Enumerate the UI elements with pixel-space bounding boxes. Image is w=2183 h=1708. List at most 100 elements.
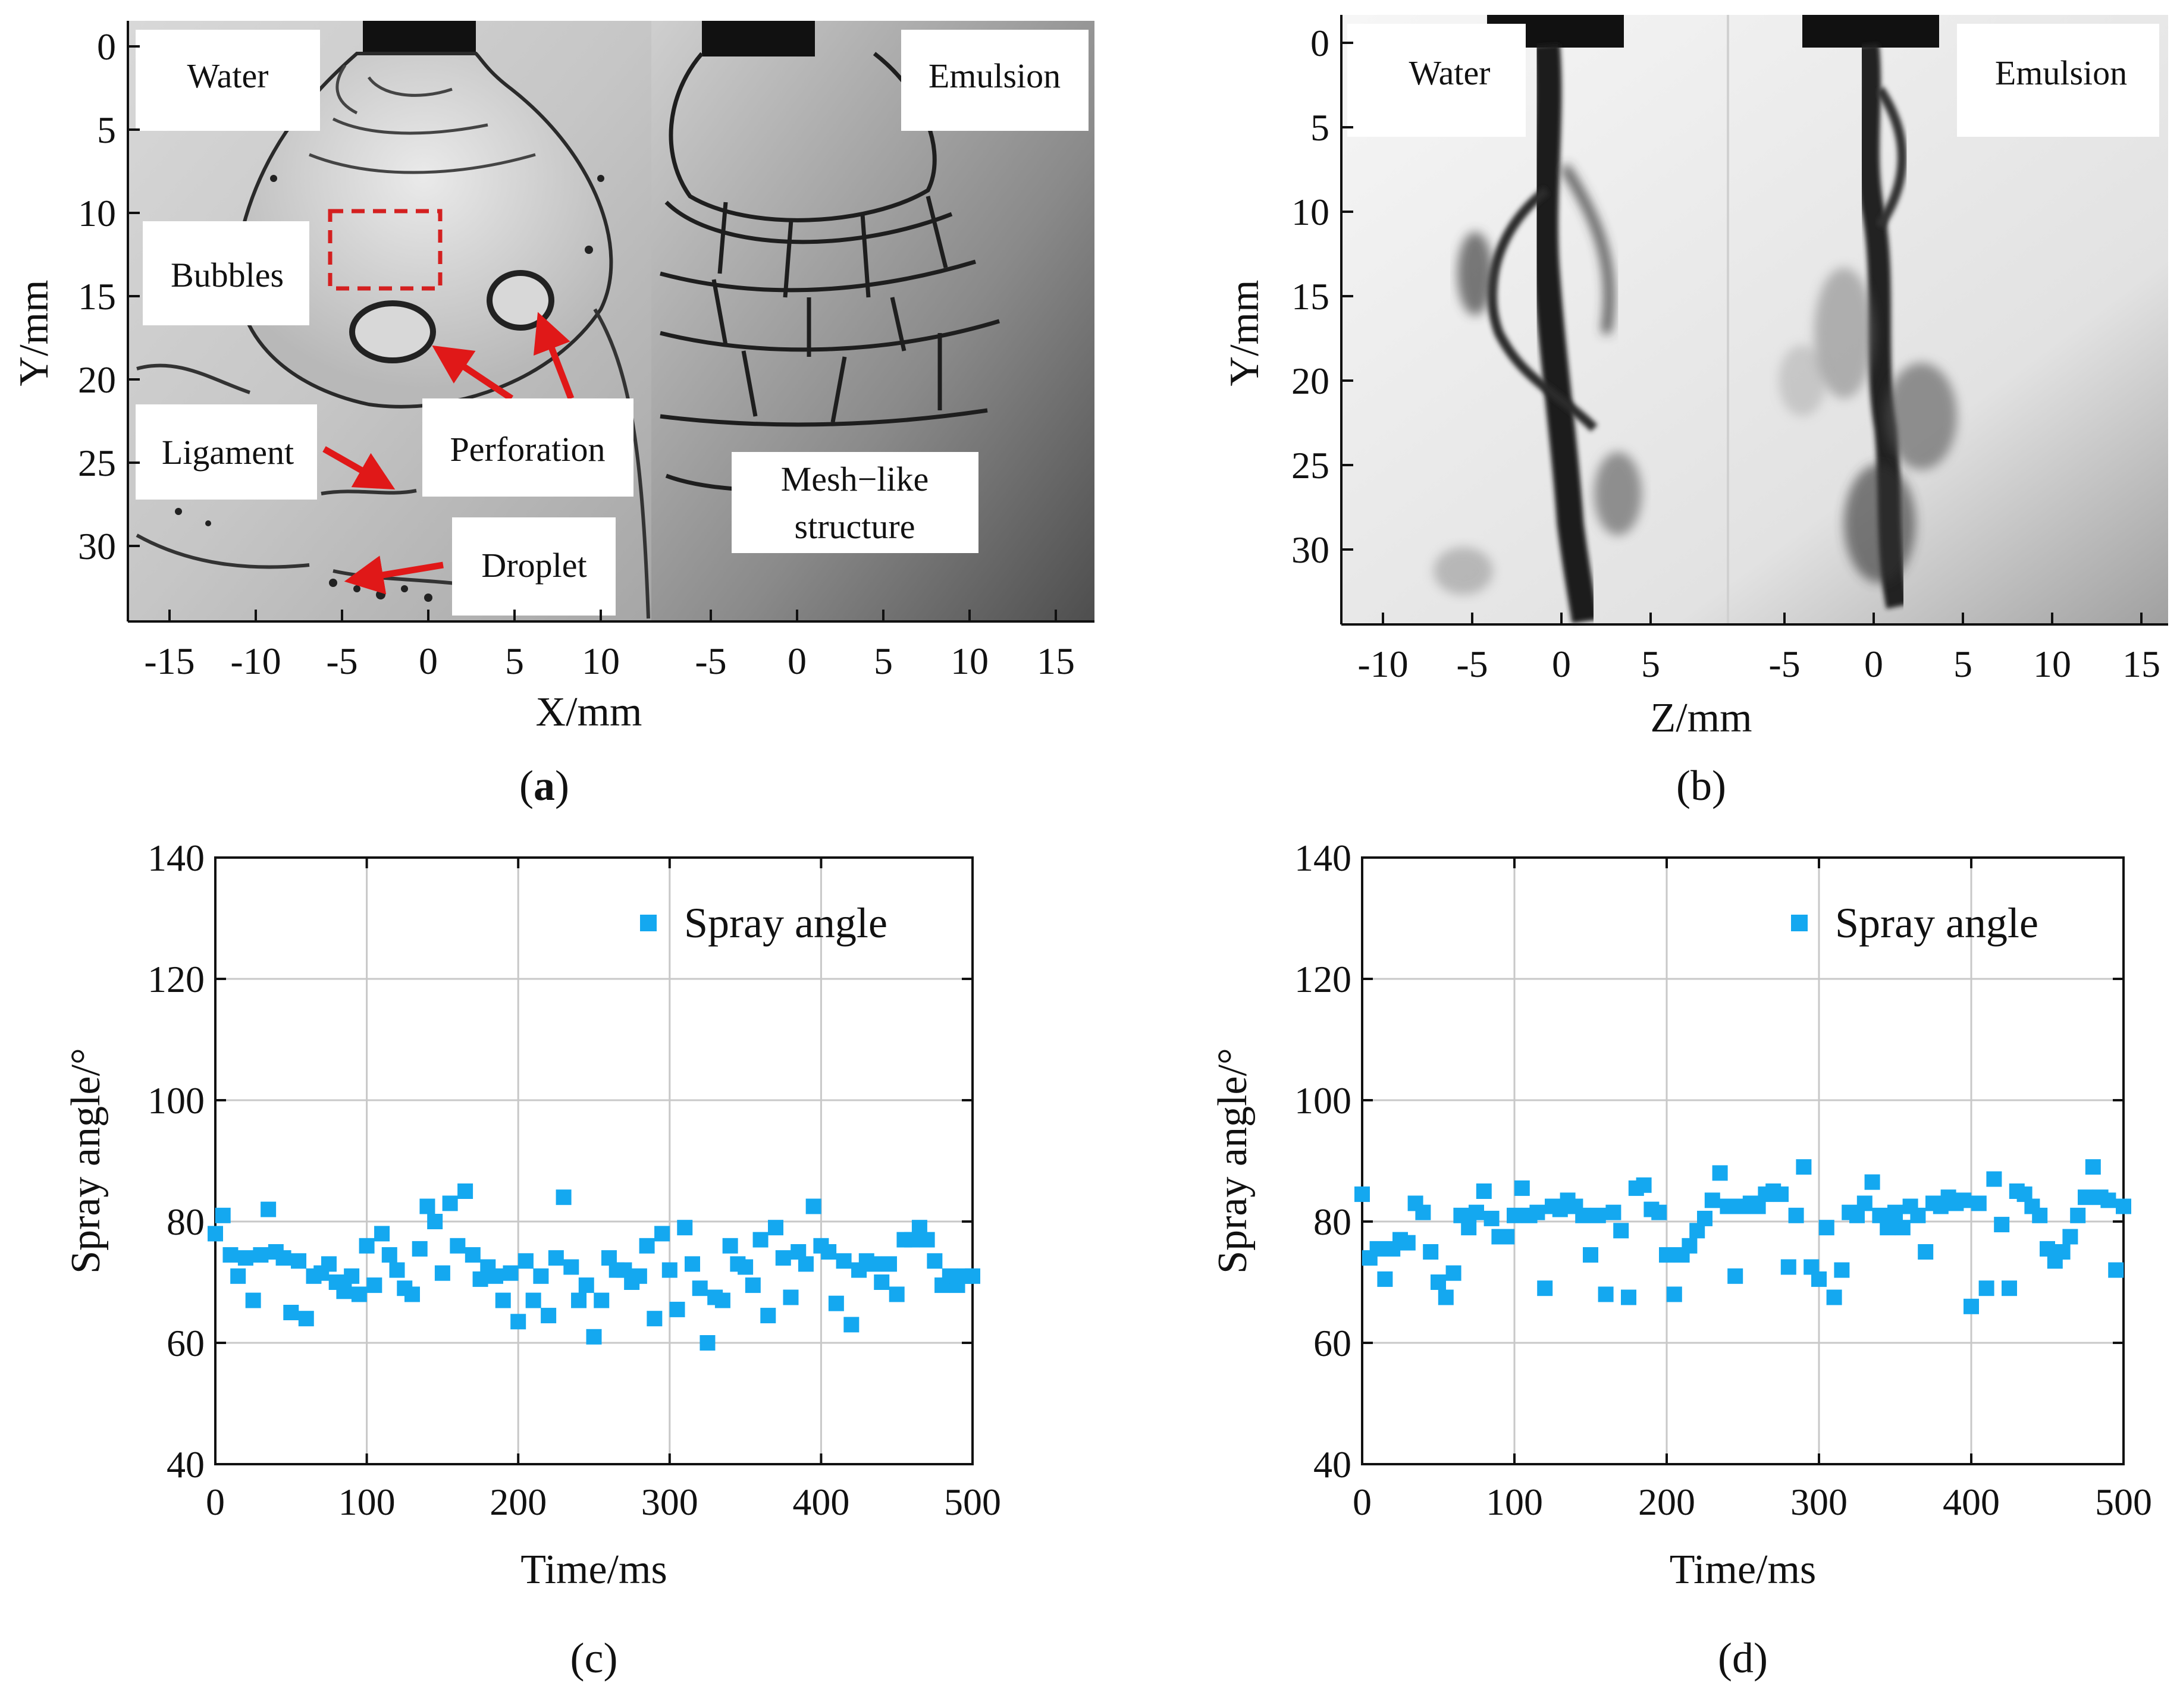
y-tick-label: 5 — [97, 109, 116, 151]
data-point — [351, 1286, 367, 1302]
data-point — [1910, 1207, 1926, 1223]
annotation-water: Water — [187, 56, 268, 95]
bubbles-highlight-box — [328, 209, 443, 291]
label-box — [732, 452, 978, 553]
data-point — [1514, 1180, 1530, 1196]
panel-b: Water Emulsion 0 5 10 15 20 25 30 -10 -5 0 5 -5 0 5 1… — [1222, 15, 2168, 809]
nozzle-b-emulsion — [1802, 15, 1939, 48]
y-tick-label: 0 — [97, 26, 116, 68]
data-point — [1727, 1268, 1743, 1284]
plot-frame — [1361, 856, 2125, 1465]
data-point — [669, 1301, 685, 1317]
data-point — [434, 1265, 450, 1281]
data-point — [2070, 1207, 2086, 1223]
data-point — [563, 1259, 579, 1275]
y-tick-label: 30 — [78, 525, 116, 567]
annotation-b-water: Water — [1409, 54, 1490, 92]
data-point — [404, 1286, 420, 1302]
data-point — [578, 1277, 594, 1293]
data-point — [374, 1226, 390, 1242]
data-point — [631, 1268, 647, 1284]
panel-label-a: (a) — [519, 762, 569, 809]
data-point — [1818, 1220, 1834, 1236]
x-tick-label: 200 — [490, 1481, 547, 1523]
data-point — [1864, 1174, 1880, 1190]
y-tick-label: 15 — [78, 275, 116, 318]
x-tick-label: 200 — [1638, 1481, 1695, 1523]
data-point — [261, 1201, 277, 1217]
x-tick-label: 300 — [641, 1481, 698, 1523]
jet-emulsion — [1779, 43, 1957, 609]
data-point — [586, 1329, 602, 1345]
panel-label-d: (d) — [1718, 1634, 1768, 1682]
x-tick-label: 500 — [2095, 1481, 2152, 1523]
data-point — [495, 1292, 511, 1308]
data-point — [1431, 1274, 1446, 1290]
x-tick-label: -5 — [1456, 643, 1488, 685]
perforation-hole — [349, 300, 436, 363]
data-point — [1651, 1204, 1667, 1220]
data-point — [2116, 1198, 2131, 1214]
b-xticks: -10 -5 0 5 -5 0 5 10 15 — [1357, 613, 2160, 685]
y-tick-label: 40 — [1313, 1443, 1351, 1486]
data-point — [1887, 1204, 1903, 1220]
legend-marker — [640, 915, 657, 931]
data-point — [1712, 1165, 1728, 1181]
data-point — [1575, 1207, 1591, 1223]
plot-frame — [214, 856, 974, 1465]
x-tick-label: 15 — [1037, 640, 1075, 682]
data-point — [639, 1238, 655, 1254]
perforation-hole — [487, 270, 554, 331]
data-point — [283, 1305, 299, 1320]
y-tick-label: 25 — [78, 442, 116, 484]
data-point — [1682, 1238, 1698, 1254]
data-point — [881, 1256, 897, 1272]
data-point — [1856, 1195, 1873, 1211]
data-point — [1811, 1271, 1827, 1287]
data-point — [2002, 1280, 2017, 1296]
data-point — [419, 1198, 435, 1214]
data-point — [821, 1244, 837, 1260]
data-point — [1445, 1265, 1461, 1281]
data-point — [1621, 1289, 1636, 1305]
y-axis-label: Spray angle/° — [1210, 1048, 1256, 1274]
data-point — [2085, 1159, 2101, 1175]
data-point — [1788, 1207, 1804, 1223]
jet-water — [1434, 43, 1642, 624]
data-point — [722, 1238, 738, 1254]
data-point — [208, 1226, 223, 1242]
data-point — [1590, 1207, 1606, 1223]
data-point — [1423, 1244, 1439, 1260]
y-tick-label: 5 — [1310, 106, 1329, 149]
x-axis-label: Time/ms — [1670, 1547, 1816, 1593]
x-tick-label: 0 — [206, 1481, 225, 1523]
data-point — [1834, 1262, 1850, 1278]
data-point — [1476, 1183, 1492, 1199]
data-point — [1605, 1204, 1621, 1220]
annotation-mesh-line1: Mesh−like — [781, 460, 929, 498]
chart-d: 0 100 200 300 400 500 40 60 80 100 120 140 Time/ms Sp… — [1210, 837, 2152, 1682]
x-tick-label: 0 — [1864, 643, 1883, 685]
y-axis-label: Spray angle/° — [63, 1048, 109, 1274]
data-point — [359, 1238, 375, 1254]
data-point — [1880, 1220, 1896, 1236]
y-tick-label: 30 — [1291, 529, 1329, 571]
a-yticks: 0 5 10 15 20 25 30 — [78, 26, 140, 567]
x-tick-label: 0 — [1353, 1481, 1372, 1523]
data-point — [1369, 1241, 1385, 1257]
y-tick-label: 80 — [167, 1201, 205, 1243]
data-point — [1507, 1207, 1522, 1223]
x-tick-label: 5 — [505, 640, 524, 682]
data-point — [889, 1286, 905, 1302]
data-point — [1529, 1204, 1545, 1220]
data-point — [442, 1195, 458, 1211]
x-tick-label: 5 — [874, 640, 893, 682]
data-point — [291, 1253, 307, 1269]
data-point — [336, 1283, 352, 1299]
data-point — [2100, 1192, 2116, 1208]
y-tick-label: 100 — [148, 1079, 205, 1122]
panel-a-letter: a — [534, 762, 555, 809]
data-point — [245, 1292, 261, 1308]
y-tick-label: 0 — [1310, 22, 1329, 64]
data-point — [1400, 1235, 1416, 1251]
